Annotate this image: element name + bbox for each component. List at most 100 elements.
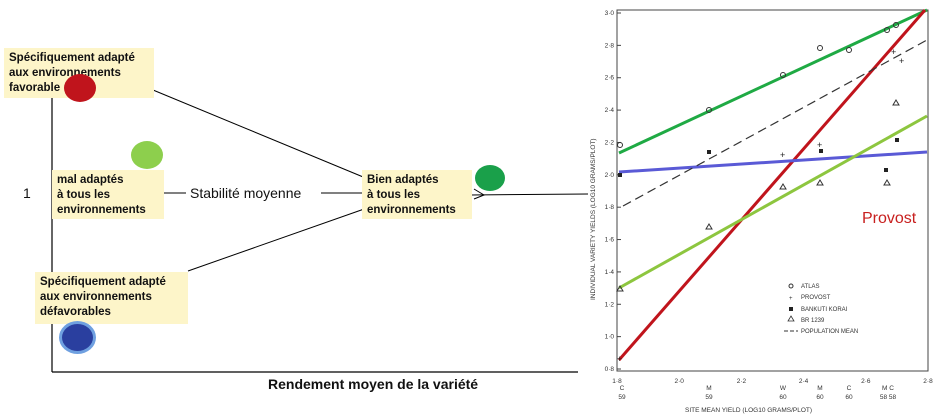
provost-overlay-label: Provost	[862, 210, 917, 227]
box-poorly-adapted-line-1: mal adaptés	[57, 174, 124, 186]
point-atlas	[846, 47, 852, 53]
legend-atlas: ATLAS	[801, 284, 820, 290]
connector-top	[152, 89, 369, 180]
point-br1239	[883, 179, 891, 186]
point-atlas	[893, 22, 899, 28]
point-atlas	[884, 27, 890, 33]
figure-frame	[616, 9, 929, 372]
line-atlas	[618, 8, 928, 155]
point-br1239	[705, 223, 713, 230]
x-site-code: W	[780, 385, 787, 392]
points-atlas	[617, 22, 899, 148]
line-br1239	[618, 114, 928, 290]
yield-figure: 3·0 2·8 2·6 2·4 2·2 2·0 1·8 1·6 1·4 1·2 1·0 0·8 1·8…	[590, 8, 933, 414]
point-provost: +	[817, 140, 822, 150]
x-site-code: M	[817, 385, 822, 392]
box-well-adapted: Bien adaptés à tous les environnements	[362, 170, 472, 219]
point-bankuti	[707, 150, 711, 154]
y-tick-label: 2·2	[605, 139, 615, 146]
dot-favorable	[64, 74, 96, 102]
box-well-adapted-line-1: Bien adaptés	[367, 174, 439, 186]
y-tick-label: 0·8	[605, 366, 615, 373]
legend-bankuti: BANKUTI KORAI	[801, 307, 848, 313]
y-tick-label: 1·4	[605, 269, 615, 276]
y-axis-label: 1	[23, 185, 31, 201]
y-ticks: 3·0 2·8 2·6 2·4 2·2 2·0 1·8 1·6 1·4 1·2 1·0 0·8	[605, 10, 621, 373]
box-well-adapted-line-2: à tous les	[367, 189, 421, 201]
x-tick-label: 2·2	[737, 378, 747, 385]
x-site-code: M	[706, 385, 711, 392]
y-tick-label: 1·6	[605, 237, 615, 244]
point-bankuti	[895, 138, 899, 142]
figure-x-label: SITE MEAN YIELD (LOG10 GRAMS/PLOT)	[685, 407, 812, 414]
y-tick-label: 2·6	[605, 75, 615, 82]
point-provost: +	[891, 47, 896, 57]
x-site-code: M C	[882, 385, 894, 392]
points-bankuti	[618, 138, 899, 177]
y-tick-label: 1·0	[605, 334, 615, 341]
x-site-year: 58 58	[880, 394, 897, 401]
y-tick-label: 1·2	[605, 301, 615, 308]
point-atlas	[617, 142, 623, 148]
point-bankuti	[884, 168, 888, 172]
dot-well-adapted	[475, 165, 505, 191]
middle-stability-label: Stabilité moyenne	[190, 185, 302, 201]
box-well-adapted-line-3: environnements	[367, 204, 456, 216]
x-site-year: 60	[779, 394, 787, 401]
box-favorable-line-2: aux environnements	[9, 67, 121, 79]
x-ticks: 1·8 2·0 2·2 2·4 2·6 2·8 C 59 M 59 W 60 M 60 C 60 M C 58 5…	[612, 378, 933, 401]
box-unfavorable-line-1: Spécifiquement adapté	[40, 276, 166, 288]
point-atlas	[817, 45, 823, 51]
point-br1239	[779, 183, 787, 190]
x-tick-label: 2·8	[923, 378, 933, 385]
box-poorly-adapted-line-3: environnements	[57, 204, 146, 216]
legend-br1239-marker	[787, 315, 795, 322]
x-site-year: 59	[705, 394, 713, 401]
point-provost: +	[617, 354, 622, 364]
box-poorly-adapted-line-2: à tous les	[57, 189, 111, 201]
box-unfavorable-line-2: aux environnements	[40, 291, 152, 303]
x-axis-title: Rendement moyen de la variété	[268, 376, 479, 392]
connector-to-figure	[469, 193, 589, 196]
point-br1239	[616, 285, 624, 292]
point-provost: +	[780, 150, 785, 160]
box-unfavorable-line-3: défavorables	[40, 306, 111, 318]
y-tick-label: 1·8	[605, 204, 615, 211]
point-atlas	[706, 107, 712, 113]
y-tick-label: 2·0	[605, 172, 615, 179]
x-tick-label: 2·4	[799, 378, 809, 385]
points-br1239	[616, 99, 900, 292]
legend-br1239: BR 1239	[801, 318, 825, 324]
x-tick-label: 2·0	[674, 378, 684, 385]
legend-mean: POPULATION MEAN	[801, 329, 858, 335]
x-tick-label: 1·8	[612, 378, 622, 385]
x-site-year: 59	[618, 394, 626, 401]
dot-poorly-adapted	[131, 141, 163, 169]
point-bankuti	[819, 149, 823, 153]
points-provost: + + + + +	[617, 47, 904, 364]
point-atlas	[780, 72, 786, 78]
point-br1239	[816, 179, 824, 186]
box-favorable-line-3: favorable	[9, 82, 61, 94]
figure-y-label: INDIVIDUAL VARIETY YIELDS (LOG10 GRAMS/P…	[590, 138, 597, 300]
box-favorable-line-1: Spécifiquement adapté	[9, 52, 135, 64]
y-tick-label: 2·4	[605, 107, 615, 114]
legend-provost: PROVOST	[801, 295, 831, 301]
line-population-mean	[622, 39, 928, 207]
x-site-code: C	[620, 385, 625, 392]
x-site-year: 60	[845, 394, 853, 401]
point-provost: +	[899, 56, 904, 66]
y-tick-label: 2·8	[605, 42, 615, 49]
point-br1239	[892, 99, 900, 106]
diagram-lines	[51, 88, 589, 373]
x-site-year: 60	[816, 394, 824, 401]
legend-bankuti-marker	[789, 307, 793, 311]
line-bankuti	[618, 150, 928, 174]
y-tick-label: 3·0	[605, 10, 615, 17]
connector-bottom	[187, 207, 368, 272]
box-unfavorable: Spécifiquement adapté aux environnements…	[35, 272, 188, 324]
dot-unfavorable	[62, 324, 93, 351]
point-bankuti	[618, 173, 622, 177]
x-site-code: C	[847, 385, 852, 392]
